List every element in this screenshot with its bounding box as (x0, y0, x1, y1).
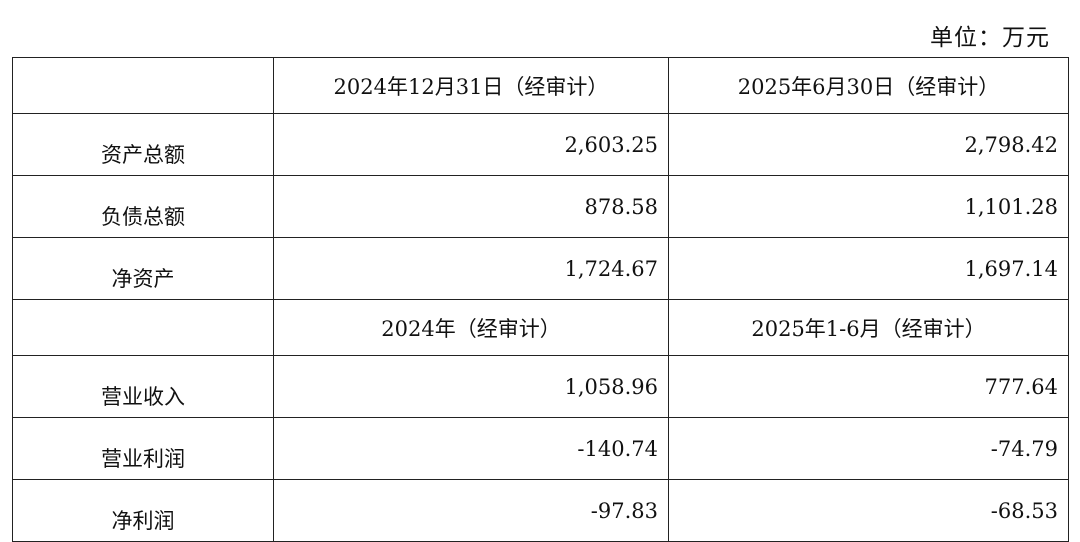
value-cell: -97.83 (273, 479, 669, 542)
unit-label: 单位：万元 (930, 25, 1050, 51)
header-cell: 2025年6月30日（经审计） (668, 57, 1069, 114)
row-label: 资产总额 (12, 113, 274, 176)
financial-table: 2024年12月31日（经审计） 2025年6月30日（经审计） 资产总额 2,… (12, 57, 1069, 542)
row-label: 营业利润 (12, 417, 274, 480)
row-label: 净资产 (12, 237, 274, 300)
header-cell: 2024年12月31日（经审计） (273, 57, 669, 114)
table-row: 营业收入 1,058.96 777.64 (12, 355, 1069, 418)
value-cell: 1,058.96 (273, 355, 669, 418)
value-cell: 1,724.67 (273, 237, 669, 300)
table-row: 资产总额 2,603.25 2,798.42 (12, 113, 1069, 176)
row-label: 负债总额 (12, 175, 274, 238)
row-label: 营业收入 (12, 355, 274, 418)
header-cell: 2025年1-6月（经审计） (668, 299, 1069, 356)
row-label: 净利润 (12, 479, 274, 542)
header-cell: 2024年（经审计） (273, 299, 669, 356)
header-row: 2024年12月31日（经审计） 2025年6月30日（经审计） (12, 57, 1069, 114)
value-cell: 2,798.42 (668, 113, 1069, 176)
value-cell: 878.58 (273, 175, 669, 238)
header-cell (12, 299, 274, 356)
value-cell: -140.74 (273, 417, 669, 480)
table-row: 负债总额 878.58 1,101.28 (12, 175, 1069, 238)
value-cell: 2,603.25 (273, 113, 669, 176)
value-cell: -74.79 (668, 417, 1069, 480)
header-cell (12, 57, 274, 114)
value-cell: 777.64 (668, 355, 1069, 418)
table-row: 净利润 -97.83 -68.53 (12, 479, 1069, 542)
table-row: 净资产 1,724.67 1,697.14 (12, 237, 1069, 300)
header-row: 2024年（经审计） 2025年1-6月（经审计） (12, 299, 1069, 356)
value-cell: 1,101.28 (668, 175, 1069, 238)
value-cell: -68.53 (668, 479, 1069, 542)
table-row: 营业利润 -140.74 -74.79 (12, 417, 1069, 480)
value-cell: 1,697.14 (668, 237, 1069, 300)
